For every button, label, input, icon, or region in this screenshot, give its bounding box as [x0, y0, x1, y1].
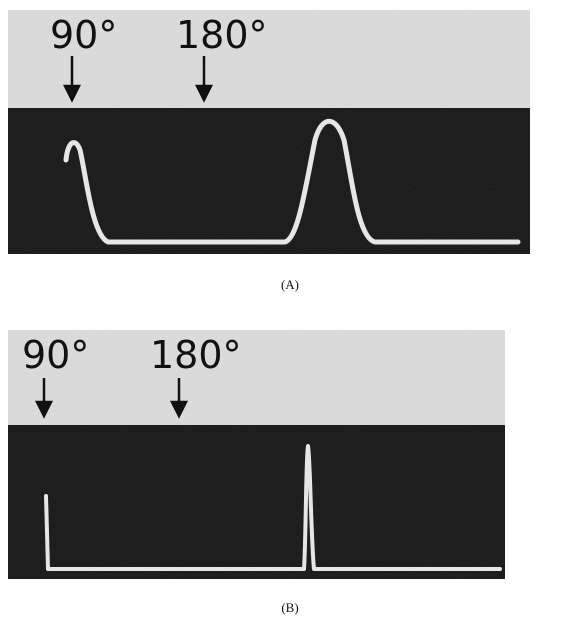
figure: 90° 180° (A) 90° 180° (B)	[0, 0, 568, 620]
marker-label: 180°	[150, 333, 242, 377]
panel-b: 90° 180° (B)	[8, 330, 505, 615]
panel-a: 90° 180° (A)	[8, 10, 530, 292]
caption: (A)	[281, 277, 299, 292]
marker-label: 90°	[50, 13, 117, 57]
marker-label: 90°	[22, 333, 89, 377]
marker-label: 180°	[176, 13, 268, 57]
caption: (B)	[281, 600, 298, 615]
